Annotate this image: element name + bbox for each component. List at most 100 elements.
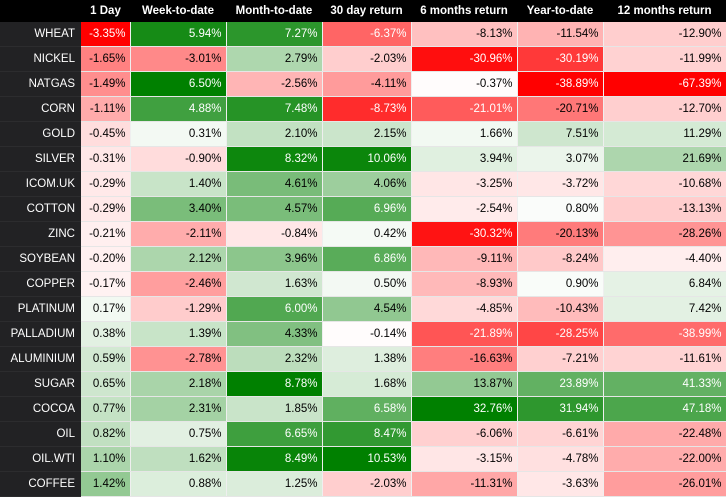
heatmap-cell: -0.31%: [81, 146, 131, 172]
table-row: SOYBEAN -0.20% 2.12% 3.96% 6.86% -9.11% -8.24%…: [0, 246, 726, 272]
heatmap-cell: -21.89%: [411, 321, 518, 347]
table-row: PLATINUM 0.17% -1.29% 6.00% 4.54% -4.85% -10.4…: [0, 296, 726, 322]
heatmap-cell: 1.40%: [130, 171, 227, 197]
row-label: COPPER: [0, 271, 81, 297]
heatmap-cell: 2.32%: [226, 346, 323, 372]
heatmap-cell: 0.17%: [81, 296, 131, 322]
heatmap-cell: -4.85%: [411, 296, 518, 322]
heatmap-cell: -38.89%: [517, 71, 604, 97]
heatmap-cell: -22.00%: [603, 446, 726, 472]
heatmap-cell: -30.19%: [517, 46, 604, 72]
heatmap-cell: -6.61%: [517, 421, 604, 447]
heatmap-cell: -2.03%: [322, 471, 412, 497]
table-row: ICOM.UK -0.29% 1.40% 4.61% 4.06% -3.25% -3.72%…: [0, 171, 726, 197]
table-body: WHEAT -3.35% 5.94% 7.27% -6.37% -8.13% -11.54%…: [0, 22, 726, 497]
table-row: OIL 0.82% 0.75% 6.65% 8.47% -6.06% -6.61% -22.4…: [0, 421, 726, 447]
heatmap-cell: 0.88%: [130, 471, 227, 497]
row-label: SILVER: [0, 146, 81, 172]
heatmap-cell: 1.39%: [130, 321, 227, 347]
heatmap-cell: 3.07%: [517, 146, 604, 172]
heatmap-cell: -21.01%: [411, 96, 518, 122]
heatmap-cell: -67.39%: [603, 71, 726, 97]
heatmap-cell: 1.66%: [411, 121, 518, 147]
heatmap-cell: 10.06%: [322, 146, 412, 172]
heatmap-cell: -0.45%: [81, 121, 131, 147]
heatmap-cell: 4.54%: [322, 296, 412, 322]
heatmap-cell: -3.01%: [130, 46, 227, 72]
heatmap-cell: -0.29%: [81, 196, 131, 222]
heatmap-cell: 47.18%: [603, 396, 726, 422]
heatmap-cell: 0.42%: [322, 221, 412, 247]
heatmap-cell: -26.01%: [603, 471, 726, 497]
heatmap-cell: -3.63%: [517, 471, 604, 497]
heatmap-cell: -8.24%: [517, 246, 604, 272]
heatmap-cell: -0.29%: [81, 171, 131, 197]
table-row: GOLD -0.45% 0.31% 2.10% 2.15% 1.66% 7.51% 11.29…: [0, 121, 726, 147]
heatmap-cell: -0.84%: [226, 221, 323, 247]
header-row: 1 Day Week-to-date Month-to-date 30 day …: [0, 0, 726, 22]
heatmap-cell: 8.47%: [322, 421, 412, 447]
column-header-month-to-date: Month-to-date: [226, 0, 322, 22]
heatmap-cell: -4.78%: [517, 446, 604, 472]
heatmap-cell: 4.06%: [322, 171, 412, 197]
row-label: SOYBEAN: [0, 246, 81, 272]
heatmap-cell: -11.31%: [411, 471, 518, 497]
heatmap-cell: -30.32%: [411, 221, 518, 247]
heatmap-cell: -0.21%: [81, 221, 131, 247]
heatmap-cell: -16.63%: [411, 346, 518, 372]
row-label: WHEAT: [0, 22, 81, 47]
heatmap-cell: -9.11%: [411, 246, 518, 272]
table-row: ZINC -0.21% -2.11% -0.84% 0.42% -30.32% -20.13…: [0, 221, 726, 247]
heatmap-cell: 0.80%: [517, 196, 604, 222]
heatmap-cell: -6.06%: [411, 421, 518, 447]
table-row: NATGAS -1.49% 6.50% -2.56% -4.11% -0.37% -38.8…: [0, 71, 726, 97]
heatmap-cell: 6.50%: [130, 71, 227, 97]
table-row: WHEAT -3.35% 5.94% 7.27% -6.37% -8.13% -11.54%…: [0, 22, 726, 47]
heatmap-cell: 8.49%: [226, 446, 323, 472]
heatmap-cell: 0.90%: [517, 271, 604, 297]
table-row: COTTON -0.29% 3.40% 4.57% 6.96% -2.54% 0.80% -1…: [0, 196, 726, 222]
row-label: PALLADIUM: [0, 321, 81, 347]
heatmap-cell: -2.56%: [226, 71, 323, 97]
heatmap-cell: -20.13%: [517, 221, 604, 247]
heatmap-cell: 4.33%: [226, 321, 323, 347]
heatmap-cell: -12.70%: [603, 96, 726, 122]
heatmap-cell: 7.27%: [226, 22, 323, 47]
heatmap-cell: 10.53%: [322, 446, 412, 472]
heatmap-cell: 0.65%: [81, 371, 131, 397]
heatmap-cell: -10.68%: [603, 171, 726, 197]
heatmap-cell: -2.78%: [130, 346, 227, 372]
heatmap-cell: 0.31%: [130, 121, 227, 147]
corner-header: [0, 0, 81, 22]
heatmap-cell: 1.62%: [130, 446, 227, 472]
heatmap-cell: -11.61%: [603, 346, 726, 372]
heatmap-cell: 13.87%: [411, 371, 518, 397]
row-label: NICKEL: [0, 46, 81, 72]
heatmap-cell: -3.25%: [411, 171, 518, 197]
table-row: COCOA 0.77% 2.31% 1.85% 6.58% 32.76% 31.94% 47.…: [0, 396, 726, 422]
heatmap-cell: -28.26%: [603, 221, 726, 247]
table-row: PALLADIUM 0.38% 1.39% 4.33% -0.14% -21.89% -28…: [0, 321, 726, 347]
heatmap-cell: -0.14%: [322, 321, 412, 347]
heatmap-cell: 6.00%: [226, 296, 323, 322]
heatmap-cell: 23.89%: [517, 371, 604, 397]
heatmap-cell: 4.88%: [130, 96, 227, 122]
heatmap-cell: -7.21%: [517, 346, 604, 372]
row-label: COFFEE: [0, 471, 81, 497]
heatmap-cell: 4.61%: [226, 171, 323, 197]
heatmap-cell: -1.65%: [81, 46, 131, 72]
heatmap-cell: 1.85%: [226, 396, 323, 422]
heatmap-cell: -28.25%: [517, 321, 604, 347]
heatmap-cell: -0.20%: [81, 246, 131, 272]
heatmap-cell: -20.71%: [517, 96, 604, 122]
heatmap-cell: 1.68%: [322, 371, 412, 397]
heatmap-cell: 6.58%: [322, 396, 412, 422]
row-label: COTTON: [0, 196, 81, 222]
heatmap-cell: 1.42%: [81, 471, 131, 497]
heatmap-cell: 2.31%: [130, 396, 227, 422]
heatmap-cell: 31.94%: [517, 396, 604, 422]
column-header-6-months-return: 6 months return: [411, 0, 517, 22]
column-header-year-to-date: Year-to-date: [517, 0, 603, 22]
heatmap-cell: -0.90%: [130, 146, 227, 172]
heatmap-cell: -2.54%: [411, 196, 518, 222]
